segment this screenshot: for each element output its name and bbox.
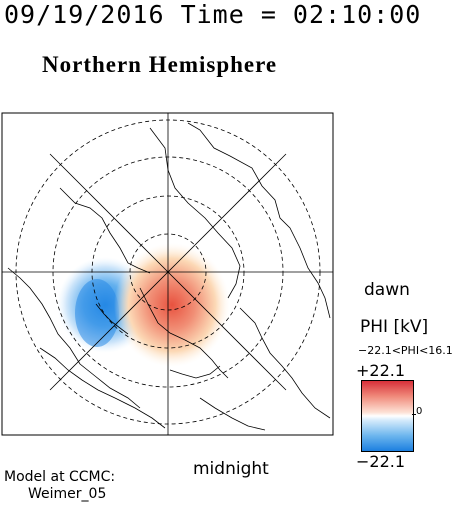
colorbar-max-label: +22.1 (356, 361, 406, 380)
polar-map (1, 112, 334, 436)
datetime-title: 09/19/2016 Time = 02:10:00 (4, 0, 422, 29)
colorbar-min-label: −22.1 (356, 452, 406, 471)
negative-potential-core (75, 279, 119, 347)
colorbar-title: PHI [kV] (360, 317, 429, 337)
colorbar-zero-label: 0 (416, 406, 423, 417)
colorbar-zero-tick (412, 414, 416, 415)
meridian-lines (2, 113, 333, 435)
colorbar (361, 380, 414, 452)
model-name: Weimer_05 (28, 486, 107, 502)
dawn-label: dawn (364, 280, 410, 300)
colorbar-range: −22.1<PHI<16.1 (358, 344, 453, 357)
model-label: Model at CCMC: (4, 469, 116, 485)
map-frame (1, 112, 334, 436)
positive-potential-cell (114, 243, 230, 367)
hemisphere-title: Northern Hemisphere (42, 52, 278, 77)
midnight-label: midnight (193, 459, 269, 479)
